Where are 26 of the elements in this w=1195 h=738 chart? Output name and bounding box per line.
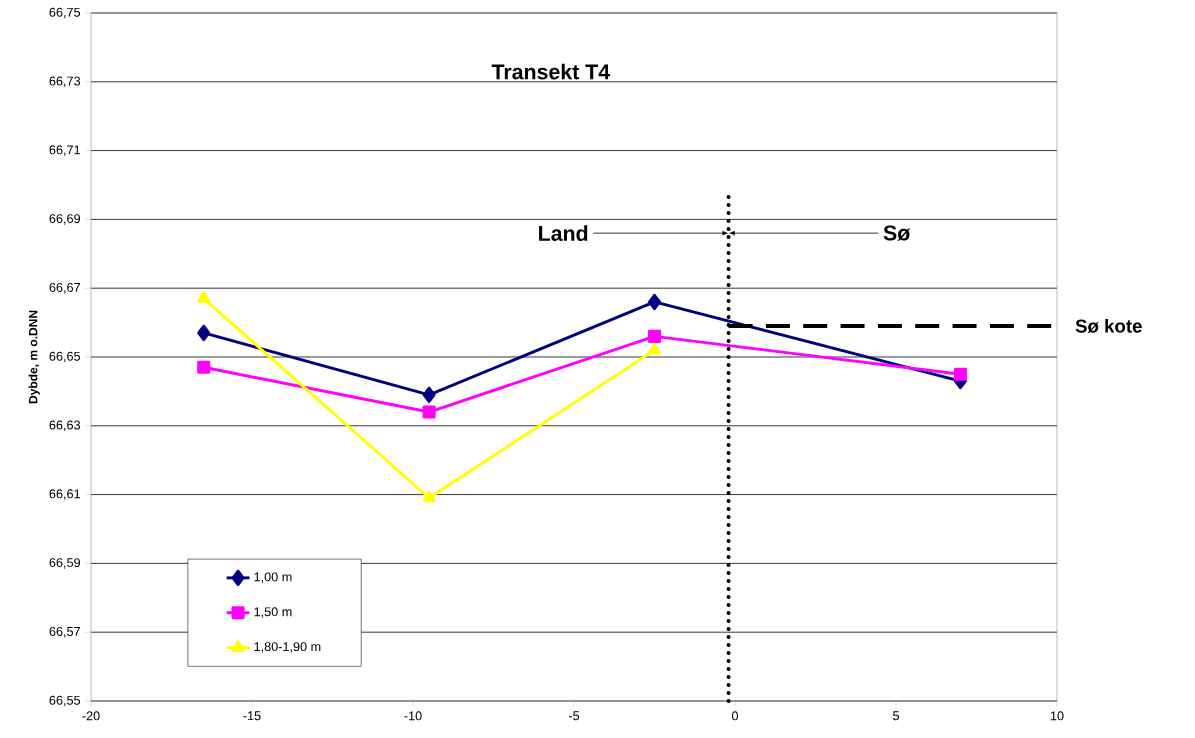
x-tick-label: -10 (404, 711, 422, 721)
x-tick-label: 10 (1050, 711, 1064, 721)
annotation: Land (539, 225, 588, 241)
x-tick-label: -5 (568, 711, 580, 721)
legend-label: 1,00 m (254, 572, 292, 583)
text: Transekt T4 (491, 63, 610, 80)
y-tick-label: 66,69 (49, 214, 80, 225)
x-tick-label: 0 (731, 711, 739, 721)
y-tick-label: 66,75 (49, 7, 81, 19)
y-tick-label: 66,67 (49, 282, 80, 294)
y-axis-title: Dybde, m o.DNN (28, 310, 40, 404)
x-tick-label: -20 (82, 711, 100, 721)
y-tick-label: 66,73 (49, 76, 81, 88)
y-tick-label: 66,71 (49, 145, 80, 156)
x-tick-label: 5 (892, 711, 900, 721)
y-tick-label: 66,59 (49, 558, 80, 569)
y-tick-label: 66,65 (49, 351, 81, 363)
y-tick-label: 66,61 (49, 489, 80, 500)
legend-label: 1,50 m (254, 607, 292, 618)
x-tick-label: -15 (243, 711, 261, 721)
y-tick-label: 66,63 (49, 420, 81, 432)
annotation: Sø (883, 225, 911, 241)
legend-label: 1,80-1,90 m (254, 642, 321, 653)
y-tick-label: 66,57 (49, 626, 80, 638)
series-label: Sø kote (1075, 319, 1142, 334)
y-tick-label: 66,55 (49, 695, 81, 707)
